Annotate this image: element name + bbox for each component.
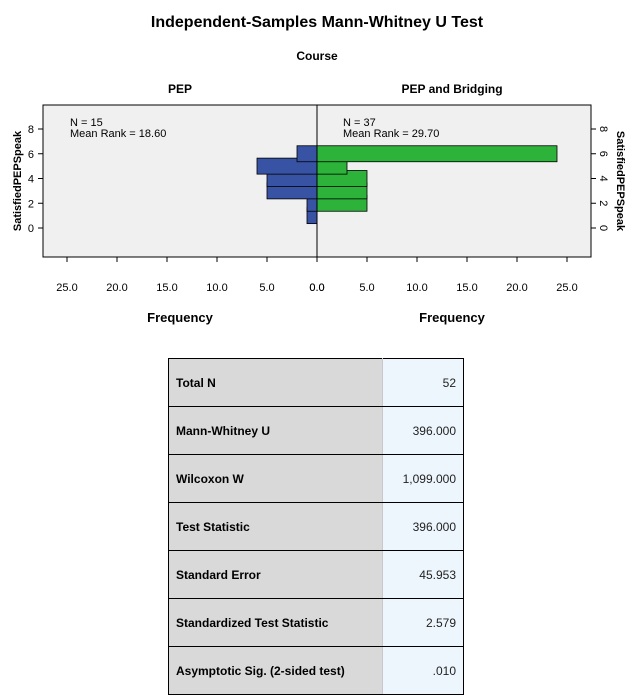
row-label: Total N <box>168 358 383 407</box>
bar <box>316 145 558 163</box>
y-tick-label: 4 <box>597 175 609 181</box>
table-row: Standard Error 45.953 <box>168 550 464 599</box>
x-tick-label: 10.0 <box>206 282 227 294</box>
y-axis-right: 0 2 4 6 8 <box>591 126 609 231</box>
test-summary-table: Total N 52 Mann-Whitney U 396.000 Wilcoxon W… <box>168 358 464 695</box>
chart-subtitle: Course <box>296 49 338 63</box>
table-row: Asymptotic Sig. (2-sided test) .010 <box>168 646 464 695</box>
x-tick-label: 5.0 <box>259 282 274 294</box>
row-label: Test Statistic <box>168 502 383 551</box>
row-value: 2.579 <box>382 598 464 647</box>
row-value: 396.000 <box>382 502 464 551</box>
x-tick-label: 20.0 <box>106 282 127 294</box>
table-row: Test Statistic 396.000 <box>168 502 464 551</box>
row-label: Asymptotic Sig. (2-sided test) <box>168 646 383 695</box>
table-row: Wilcoxon W 1,099.000 <box>168 454 464 503</box>
y-tick-label: 0 <box>597 225 609 231</box>
x-tick-label: 10.0 <box>406 282 427 294</box>
chart-title: Independent-Samples Mann-Whitney U Test <box>151 14 484 31</box>
y-tick-label: 4 <box>28 174 34 186</box>
x-tick-label: 0.0 <box>309 282 324 294</box>
row-label: Mann-Whitney U <box>168 406 383 455</box>
row-label: Standardized Test Statistic <box>168 598 383 647</box>
stat-n-right: N = 37 <box>343 117 376 129</box>
x-tick-label: 25.0 <box>556 282 577 294</box>
bars-left <box>256 145 318 225</box>
x-tick-label: 15.0 <box>156 282 177 294</box>
panel-label-right: PEP and Bridging <box>401 82 502 96</box>
y-tick-label: 6 <box>597 151 609 157</box>
x-tick-label: 15.0 <box>456 282 477 294</box>
row-value: .010 <box>382 646 464 695</box>
panel-label-left: PEP <box>168 82 192 96</box>
bar <box>296 145 318 163</box>
row-value: 45.953 <box>382 550 464 599</box>
x-tick-label: 5.0 <box>359 282 374 294</box>
row-label: Standard Error <box>168 550 383 599</box>
table-row: Mann-Whitney U 396.000 <box>168 406 464 455</box>
x-tick-label: 25.0 <box>56 282 77 294</box>
y-axis-label-left: SatisfiedPEPSpeak <box>12 130 24 231</box>
x-axis-label-left: Frequency <box>147 310 214 325</box>
x-axis-left: 25.0 20.0 15.0 10.0 5.0 0.0 <box>56 257 325 294</box>
y-tick-label: 8 <box>597 126 609 132</box>
y-tick-label: 2 <box>597 200 609 206</box>
table-row: Standardized Test Statistic 2.579 <box>168 598 464 647</box>
stat-rank-right: Mean Rank = 29.70 <box>343 128 439 140</box>
y-axis-label-right: SatisfiedPEPSpeak <box>614 131 626 232</box>
y-tick-label: 6 <box>28 149 34 161</box>
x-axis-label-right: Frequency <box>419 310 486 325</box>
stat-rank-left: Mean Rank = 18.60 <box>70 128 166 140</box>
y-tick-label: 2 <box>28 198 34 210</box>
y-axis-left: 0 2 4 6 8 <box>28 124 43 235</box>
row-label: Wilcoxon W <box>168 454 383 503</box>
x-tick-label: 0.0 <box>309 282 324 294</box>
chart: Independent-Samples Mann-Whitney U Test … <box>12 14 626 325</box>
x-axis-right: 0.0 5.0 10.0 15.0 20.0 25.0 <box>309 257 578 294</box>
table-row: Total N 52 <box>168 358 464 407</box>
x-tick-label: 20.0 <box>506 282 527 294</box>
row-value: 52 <box>382 358 464 407</box>
row-value: 1,099.000 <box>382 454 464 503</box>
y-tick-label: 0 <box>28 223 34 235</box>
row-value: 396.000 <box>382 406 464 455</box>
y-tick-label: 8 <box>28 124 34 136</box>
stat-n-left: N = 15 <box>70 117 103 129</box>
